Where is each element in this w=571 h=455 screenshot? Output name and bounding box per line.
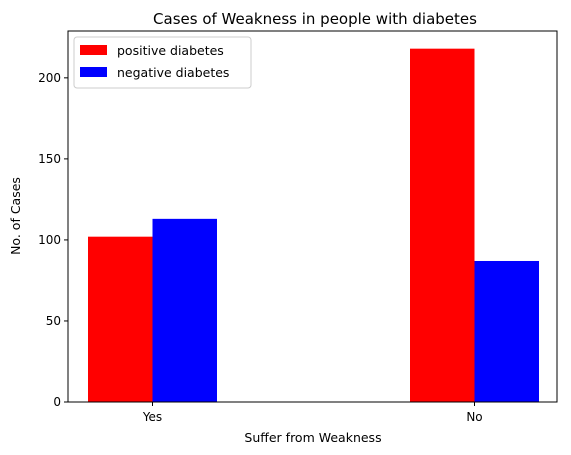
y-tick-label: 200 <box>38 71 61 85</box>
legend-label-negative: negative diabetes <box>117 65 229 80</box>
bar-negative-yes <box>152 218 217 402</box>
y-tick-label: 100 <box>38 233 61 247</box>
legend: positive diabetes negative diabetes <box>73 36 252 89</box>
bar-negative-no <box>474 260 539 402</box>
legend-label-positive: positive diabetes <box>117 43 224 58</box>
x-axis: Yes No <box>142 402 483 424</box>
y-axis: 0 50 100 150 200 <box>38 71 68 409</box>
x-tick-label-no: No <box>466 410 482 424</box>
x-tick-label-yes: Yes <box>142 410 162 424</box>
bar-positive-yes <box>88 236 153 402</box>
plot-frame <box>67 30 558 403</box>
legend-swatch-negative <box>80 67 107 77</box>
legend-swatch-positive <box>80 45 107 55</box>
chart-title: Cases of Weakness in people with diabete… <box>153 10 477 28</box>
y-tick-label: 150 <box>38 152 61 166</box>
x-axis-label: Suffer from Weakness <box>244 430 381 445</box>
y-tick-label: 0 <box>53 395 61 409</box>
y-tick-label: 50 <box>46 314 61 328</box>
legend-box <box>73 36 252 89</box>
bar-positive-no <box>410 48 475 403</box>
y-axis-label: No. of Cases <box>8 177 23 255</box>
bars-group <box>88 48 539 403</box>
